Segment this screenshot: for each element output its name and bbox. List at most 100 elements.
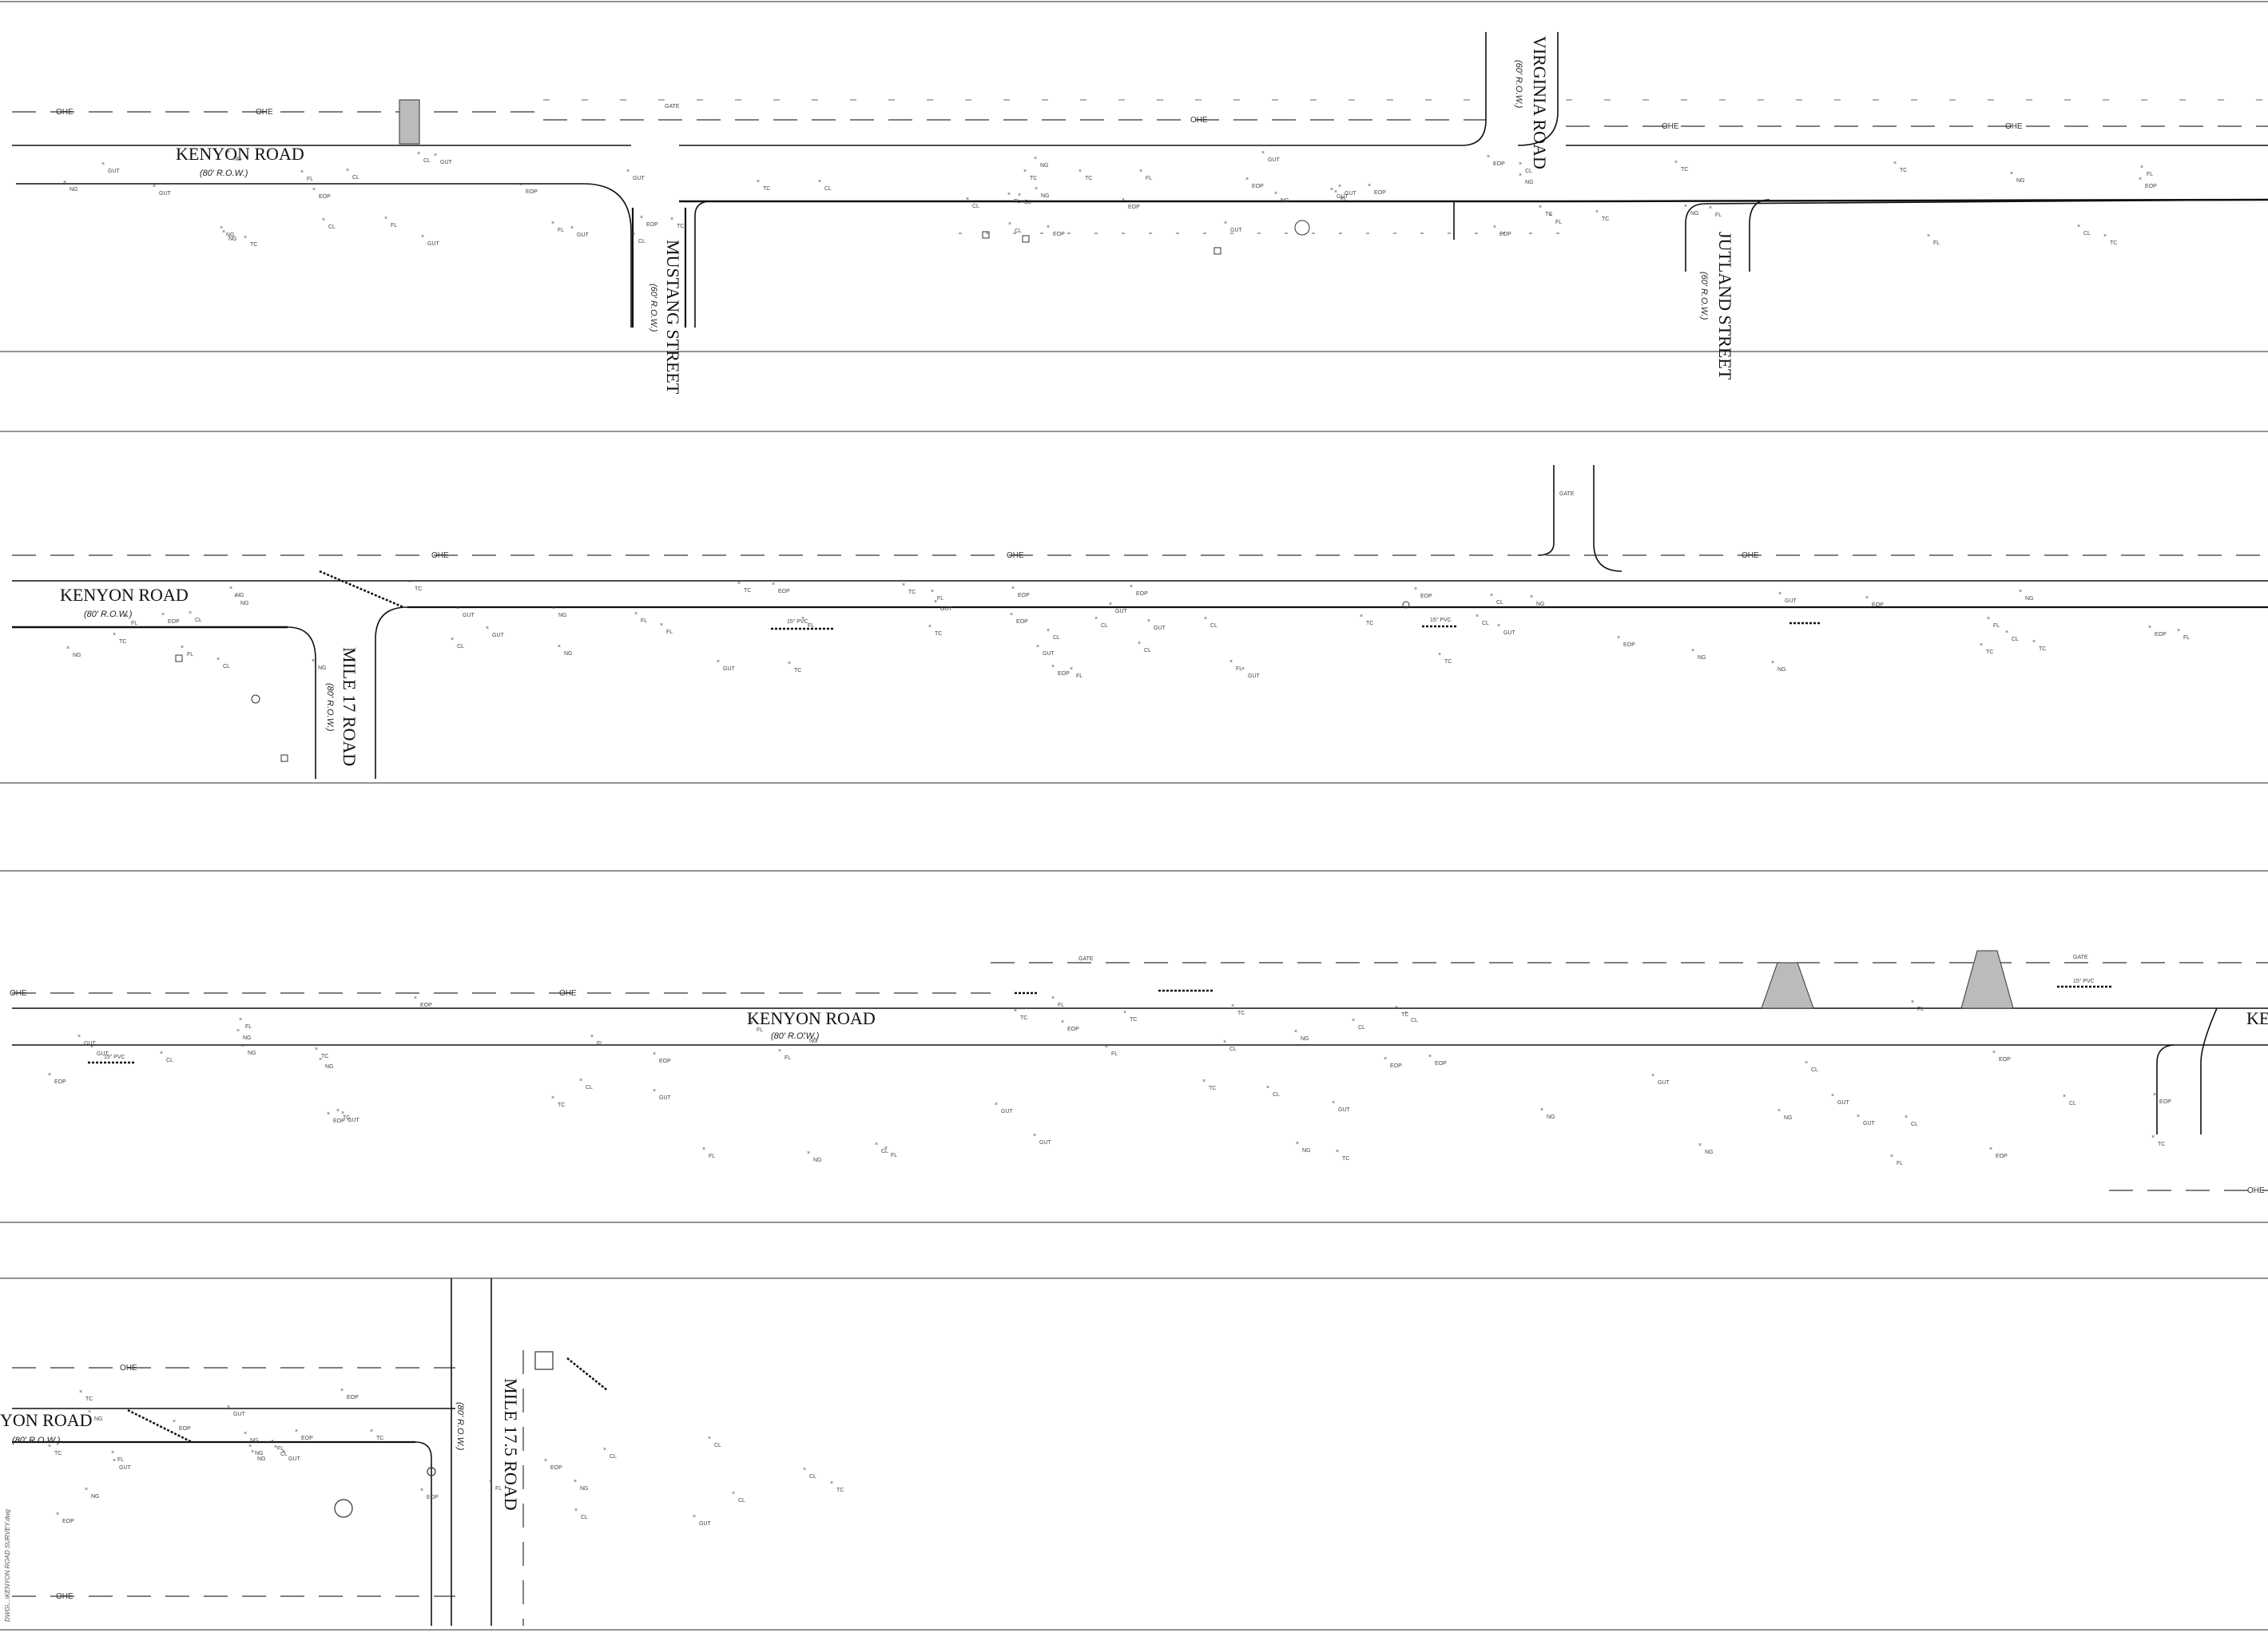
spot-code-label: EOP	[1058, 671, 1070, 677]
spot-code-label: FL	[1111, 1051, 1118, 1057]
spot-elevation-marker: ×	[48, 1072, 51, 1078]
spot-code-label: NG	[240, 601, 249, 606]
spot-code-label: TC	[54, 1451, 62, 1456]
spot-code-label: EOP	[1435, 1061, 1447, 1067]
spot-code-label: GUT	[1230, 228, 1243, 233]
spot-elevation-marker: ×	[77, 1034, 81, 1039]
spot-code-label: FL	[307, 177, 313, 182]
spot-elevation-marker: ×	[1404, 1011, 1408, 1016]
spot-code-label: NG	[809, 1039, 818, 1044]
spot-elevation-marker: ×	[322, 217, 325, 223]
spot-code-label: TC	[1237, 1011, 1245, 1016]
spot-code-label: CL	[423, 158, 431, 164]
spot-elevation-marker: ×	[181, 645, 184, 650]
spot-code-label: GUT	[1338, 1107, 1351, 1113]
spot-code-label: GUT	[1039, 1140, 1052, 1146]
spot-elevation-marker: ×	[2032, 639, 2036, 645]
spot-code-label: NG	[2025, 596, 2034, 602]
spot-code-label: NG	[73, 653, 81, 658]
spot-elevation-marker: ×	[271, 1439, 274, 1444]
spot-elevation-marker: ×	[101, 161, 105, 167]
spot-elevation-marker: ×	[1338, 184, 1341, 189]
spot-elevation-marker: ×	[56, 1512, 59, 1517]
spot-elevation-marker: ×	[315, 1047, 318, 1052]
spot-elevation-marker: ×	[551, 1095, 554, 1101]
spot-code-label: EOP	[2155, 632, 2167, 638]
spot-elevation-marker: ×	[312, 658, 315, 664]
spot-elevation-marker: ×	[1911, 999, 1914, 1005]
spot-elevation-marker: ×	[421, 234, 424, 240]
spot-code-label: EOP	[54, 1079, 66, 1085]
spot-code-label: GUT	[940, 606, 953, 612]
spot-code-label: EOP	[526, 189, 538, 195]
spot-code-label: EOP	[1996, 1154, 2008, 1159]
spot-elevation-marker: ×	[1051, 664, 1055, 669]
spot-elevation-markers: ×EOP×FL×CL×NG×GUT×TC×EOP×FL×CL×NG×GUT×TC…	[48, 149, 2190, 1527]
spot-code-label: CL	[1496, 600, 1503, 606]
spot-elevation-marker: ×	[570, 225, 574, 231]
spot-elevation-marker: ×	[2010, 171, 2013, 177]
spot-elevation-marker: ×	[1078, 169, 1082, 174]
spot-code-label: NG	[1281, 198, 1289, 204]
ohe-label: OHE	[2247, 1186, 2265, 1195]
spot-code-label: CL	[824, 186, 832, 192]
spot-code-label: FL	[558, 228, 564, 233]
spot-elevation-marker: ×	[63, 180, 66, 185]
spot-elevation-marker: ×	[1035, 186, 1038, 192]
spot-code-label: TC	[836, 1488, 844, 1493]
spot-elevation-marker: ×	[88, 1409, 91, 1415]
spot-elevation-marker: ×	[1294, 1029, 1297, 1035]
gate-label: GATE	[2073, 955, 2088, 960]
spot-code-label: CL	[2083, 231, 2091, 236]
spot-code-label: NG	[580, 1486, 589, 1492]
spot-elevation-marker: ×	[456, 606, 459, 611]
spot-elevation-marker: ×	[2063, 1094, 2066, 1099]
spot-elevation-marker: ×	[1070, 666, 1073, 672]
spot-code-label: FL	[1146, 176, 1152, 181]
spot-code-label: CL	[714, 1443, 721, 1448]
spot-code-label: FL	[891, 1153, 897, 1158]
spot-elevation-marker: ×	[995, 1102, 998, 1107]
spot-code-label: EOP	[1018, 593, 1030, 598]
spot-code-label: FL	[597, 1041, 603, 1047]
spot-elevation-marker: ×	[574, 1508, 578, 1513]
spot-elevation-marker: ×	[1296, 1141, 1299, 1146]
spot-code-label: CL	[166, 1058, 173, 1063]
spot-elevation-marker: ×	[708, 1436, 711, 1441]
spot-code-label: NG	[226, 232, 235, 238]
spot-code-label: EOP	[1128, 205, 1140, 210]
spot-code-label: GUT	[633, 176, 645, 181]
spot-code-label: EOP	[646, 222, 658, 228]
spot-elevation-marker: ×	[1530, 594, 1533, 600]
spot-code-label: NG	[1784, 1115, 1793, 1121]
spot-elevation-marker: ×	[750, 1020, 753, 1026]
spot-code-label: NG	[1536, 602, 1545, 607]
spot-code-label: TC	[908, 590, 916, 595]
spot-code-label: EOP	[659, 1059, 671, 1064]
spot-elevation-marker: ×	[244, 235, 247, 240]
ohe-label: OHE	[56, 1592, 73, 1601]
spot-elevation-marker: ×	[818, 179, 821, 185]
spot-elevation-marker: ×	[346, 168, 349, 173]
spot-code-label: EOP	[62, 1519, 74, 1524]
spot-code-label: NG	[1040, 163, 1049, 169]
panel-3: KENYON ROAD (80' R.O.W.) KE OHE OHE OHE …	[10, 950, 2268, 1195]
spot-code-label: TC	[2158, 1142, 2165, 1147]
spot-code-label: GUT	[1658, 1080, 1670, 1086]
spot-code-label: FL	[495, 1486, 502, 1492]
spot-code-label: EOP	[1374, 190, 1386, 196]
spot-elevation-marker: ×	[1139, 169, 1142, 174]
spot-elevation-marker: ×	[1051, 995, 1055, 1001]
spot-elevation-marker: ×	[244, 1431, 247, 1436]
spot-elevation-marker: ×	[113, 632, 116, 638]
spot-elevation-marker: ×	[519, 182, 522, 188]
spot-code-label: GUT	[463, 613, 475, 618]
pipe-label: 15" PVC	[104, 1055, 125, 1060]
spot-code-label: NG	[318, 666, 327, 671]
road-edges	[12, 1278, 492, 1626]
spot-elevation-marker: ×	[1674, 160, 1678, 165]
spot-code-label: GUT	[97, 1051, 109, 1057]
spot-elevation-marker: ×	[1539, 205, 1542, 210]
spot-code-label: GUT	[699, 1521, 712, 1527]
spot-code-label: NG	[236, 593, 244, 598]
